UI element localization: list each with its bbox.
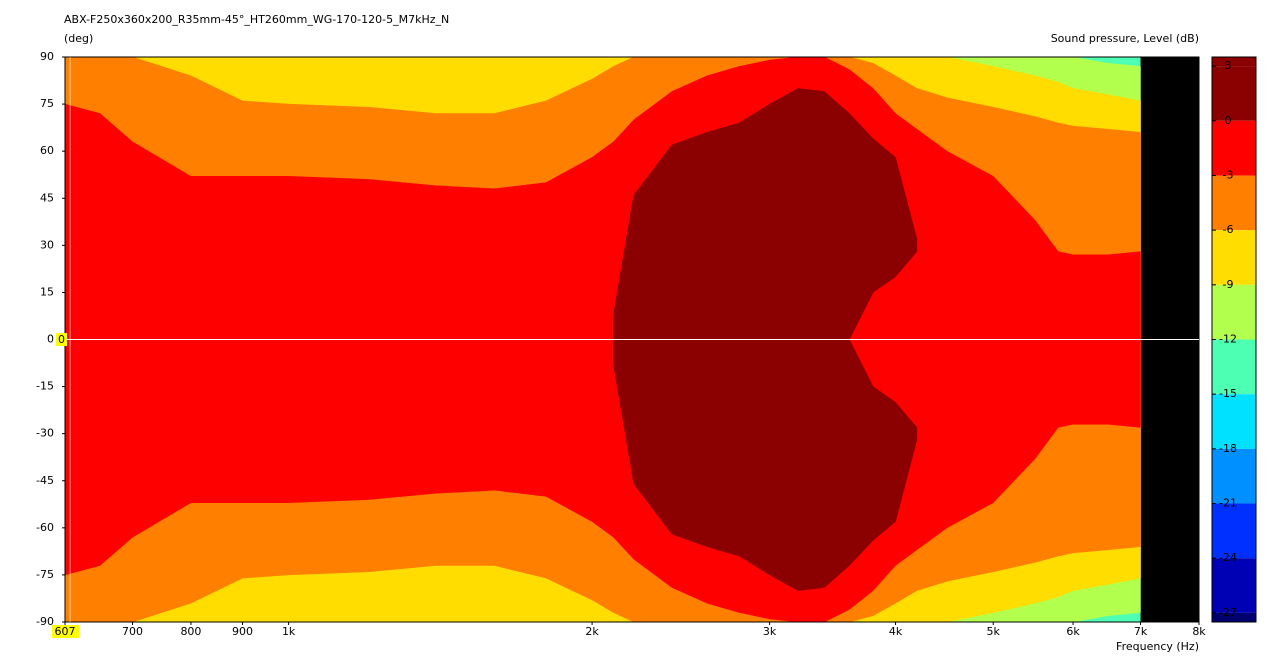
colorbar-band [1212, 612, 1256, 622]
colorbar-tick-label: -21 [1219, 497, 1237, 510]
y-tick-label: -90 [36, 615, 54, 628]
y-axis-label: (deg) [64, 32, 93, 45]
colorbar-tick-label: -12 [1219, 333, 1237, 346]
colorbar-band [1212, 120, 1256, 176]
y-tick-label: -75 [36, 568, 54, 581]
cursor-x-label: 607 [55, 625, 76, 638]
colorbar-frame [1211, 56, 1257, 623]
colorbar-tick-label: 0 [1225, 114, 1232, 127]
x-tick-label: 2k [585, 625, 599, 638]
y-tick-label: -30 [36, 427, 54, 440]
colorbar-band [1212, 175, 1256, 231]
y-tick-label: 0 [47, 333, 54, 346]
y-tick-label: -60 [36, 521, 54, 534]
colorbar-band [1212, 66, 1256, 121]
cursor-x-box [52, 625, 79, 638]
y-tick-label: -15 [36, 380, 54, 393]
x-tick-label: 3k [763, 625, 777, 638]
y-tick-label: 30 [40, 238, 54, 251]
y-tick-label: 90 [40, 50, 54, 63]
colorbar-label: Sound pressure, Level (dB) [1051, 32, 1199, 45]
colorbar-band [1212, 394, 1256, 449]
colorbar-band [1212, 339, 1256, 395]
colorbar-tick-label: 3 [1225, 59, 1232, 72]
x-tick-label: 7k [1134, 625, 1148, 638]
colorbar-tick-label: -18 [1219, 442, 1237, 455]
x-axis-label: Frequency (Hz) [1116, 640, 1199, 653]
colorbar-tick-label: -9 [1223, 278, 1234, 291]
colorbar-tick-label: -15 [1219, 387, 1237, 400]
x-tick-label: 6k [1066, 625, 1080, 638]
y-tick-label: -45 [36, 474, 54, 487]
colorbar-band [1212, 230, 1256, 285]
colorbar-band [1212, 284, 1256, 340]
y-tick-label: 60 [40, 144, 54, 157]
colorbar-band [1212, 448, 1256, 504]
x-tick-label: 800 [180, 625, 201, 638]
x-tick-label: 5k [987, 625, 1001, 638]
chart-title: ABX-F250x360x200_R35mm-45°_HT260mm_WG-17… [64, 13, 449, 26]
colorbar-tick-label: -6 [1223, 223, 1234, 236]
x-tick-label: 8k [1192, 625, 1206, 638]
colorbar-tick-label: -24 [1219, 551, 1237, 564]
y-tick-label: 45 [40, 191, 54, 204]
x-tick-label: 900 [232, 625, 253, 638]
cursor-y-box [56, 333, 67, 346]
colorbar-band [1212, 503, 1256, 559]
x-tick-label: 1k [282, 625, 296, 638]
colorbar-tick-label: -27 [1219, 606, 1237, 619]
y-tick-label: 75 [40, 97, 54, 110]
colorbar-band [1212, 558, 1256, 613]
x-tick-label: 4k [889, 625, 903, 638]
colorbar-tick-label: -3 [1223, 168, 1234, 181]
colorbar-band [1212, 57, 1256, 67]
cursor-y-label: 0 [58, 333, 65, 346]
y-tick-label: 15 [40, 285, 54, 298]
x-tick-label: 700 [122, 625, 143, 638]
